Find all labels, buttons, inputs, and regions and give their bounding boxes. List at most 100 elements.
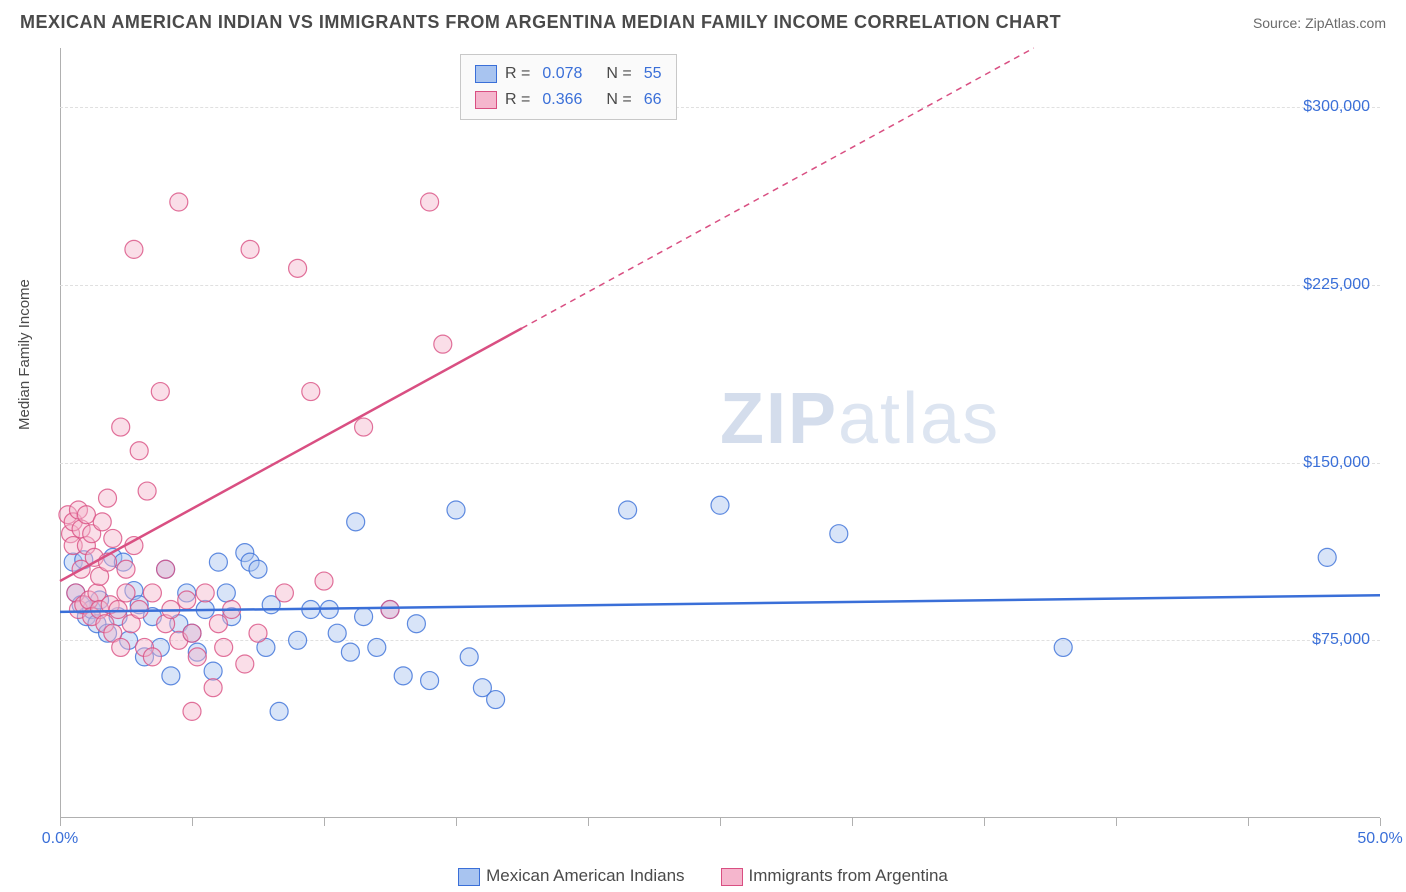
data-point	[138, 482, 156, 500]
x-tick	[192, 818, 193, 826]
data-point	[117, 584, 135, 602]
data-point	[99, 489, 117, 507]
x-tick	[588, 818, 589, 826]
legend-n-value: 55	[644, 65, 662, 83]
data-point	[157, 560, 175, 578]
data-point	[125, 240, 143, 258]
data-point	[204, 662, 222, 680]
trend-line	[60, 595, 1380, 612]
data-point	[215, 638, 233, 656]
data-point	[112, 638, 130, 656]
data-point	[289, 259, 307, 277]
data-point	[711, 496, 729, 514]
correlation-legend: R = 0.078 N = 55 R = 0.366 N = 66	[460, 54, 677, 120]
source-label: Source: ZipAtlas.com	[1253, 15, 1386, 31]
data-point	[487, 691, 505, 709]
data-point	[421, 193, 439, 211]
legend-r-label: R =	[505, 91, 530, 109]
legend-r-label: R =	[505, 65, 530, 83]
data-point	[188, 648, 206, 666]
data-point	[381, 601, 399, 619]
data-point	[275, 584, 293, 602]
trend-line	[60, 328, 522, 581]
data-point	[143, 584, 161, 602]
data-point	[130, 442, 148, 460]
data-point	[394, 667, 412, 685]
data-point	[355, 418, 373, 436]
data-point	[204, 679, 222, 697]
data-point	[117, 560, 135, 578]
data-point	[434, 335, 452, 353]
legend-series-name: Immigrants from Argentina	[749, 866, 948, 885]
legend-n-label: N =	[606, 91, 631, 109]
legend-row: R = 0.078 N = 55	[475, 61, 662, 87]
data-point	[1054, 638, 1072, 656]
legend-n-value: 66	[644, 91, 662, 109]
data-point	[151, 383, 169, 401]
legend-swatch	[475, 91, 497, 109]
data-point	[447, 501, 465, 519]
legend-r-value: 0.078	[542, 65, 582, 83]
chart-title: MEXICAN AMERICAN INDIAN VS IMMIGRANTS FR…	[20, 12, 1061, 33]
data-point	[162, 667, 180, 685]
data-point	[241, 240, 259, 258]
legend-row: R = 0.366 N = 66	[475, 87, 662, 113]
data-point	[270, 702, 288, 720]
legend-r-value: 0.366	[542, 91, 582, 109]
x-tick-label: 0.0%	[42, 830, 78, 848]
data-point	[368, 638, 386, 656]
data-point	[421, 672, 439, 690]
data-point	[170, 193, 188, 211]
legend-series-name: Mexican American Indians	[486, 866, 684, 885]
data-point	[355, 608, 373, 626]
legend-swatch	[475, 65, 497, 83]
legend-item: Immigrants from Argentina	[721, 866, 948, 885]
data-point	[830, 525, 848, 543]
data-point	[407, 615, 425, 633]
data-point	[109, 601, 127, 619]
data-point	[315, 572, 333, 590]
data-point	[1318, 548, 1336, 566]
data-point	[249, 624, 267, 642]
data-point	[341, 643, 359, 661]
legend-swatch	[458, 868, 480, 886]
data-point	[217, 584, 235, 602]
data-point	[619, 501, 637, 519]
x-tick	[984, 818, 985, 826]
data-point	[209, 553, 227, 571]
data-point	[93, 513, 111, 531]
x-tick	[1380, 818, 1381, 826]
x-tick-label: 50.0%	[1357, 830, 1402, 848]
legend-n-label: N =	[606, 65, 631, 83]
data-point	[178, 591, 196, 609]
x-tick	[852, 818, 853, 826]
scatter-chart	[60, 48, 1380, 818]
data-point	[347, 513, 365, 531]
data-point	[209, 615, 227, 633]
x-tick	[1248, 818, 1249, 826]
data-point	[196, 584, 214, 602]
y-axis-label: Median Family Income	[16, 279, 33, 430]
data-point	[183, 624, 201, 642]
x-tick	[324, 818, 325, 826]
data-point	[143, 648, 161, 666]
data-point	[183, 702, 201, 720]
data-point	[112, 418, 130, 436]
data-point	[328, 624, 346, 642]
data-point	[249, 560, 267, 578]
data-point	[236, 655, 254, 673]
title-bar: MEXICAN AMERICAN INDIAN VS IMMIGRANTS FR…	[20, 12, 1386, 33]
data-point	[460, 648, 478, 666]
data-point	[104, 529, 122, 547]
legend-item: Mexican American Indians	[458, 866, 684, 885]
x-tick	[1116, 818, 1117, 826]
plot-area: $75,000$150,000$225,000$300,000 0.0%50.0…	[60, 48, 1380, 818]
series-legend: Mexican American Indians Immigrants from …	[0, 866, 1406, 886]
data-point	[130, 601, 148, 619]
x-tick	[60, 818, 61, 826]
x-tick	[456, 818, 457, 826]
data-point	[302, 383, 320, 401]
data-point	[289, 631, 307, 649]
legend-swatch	[721, 868, 743, 886]
x-tick	[720, 818, 721, 826]
